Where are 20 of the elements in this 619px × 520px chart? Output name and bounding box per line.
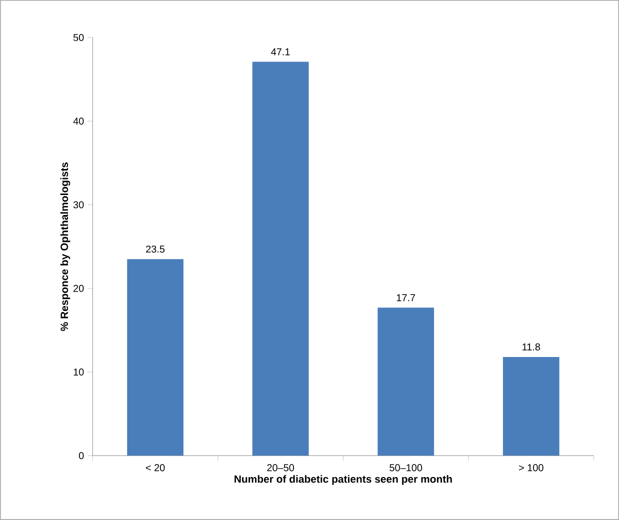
bar: [502, 357, 560, 456]
y-tick-label: 20: [74, 284, 84, 292]
bar: [378, 308, 434, 456]
y-tick-label: 40: [73, 118, 84, 125]
y-tick-label: 50: [73, 34, 84, 42]
x-axis-title: Number of diabetic patients seen per month: [234, 475, 452, 485]
y-tick-label: 10: [74, 368, 84, 376]
data-label: 23.5: [146, 246, 165, 253]
data-label: 17.7: [396, 294, 416, 302]
bar: [252, 62, 309, 456]
x-tick-label: 50–100: [390, 464, 422, 472]
y-axis-title: % Responce by Ophthalmologists: [60, 162, 70, 331]
bar: [127, 259, 184, 456]
x-tick-label: < 20: [146, 464, 165, 472]
y-tick-label: 0: [78, 452, 84, 460]
y-tick-label: 30: [73, 201, 84, 208]
x-tick-label: > 100: [519, 464, 544, 472]
data-label: 11.8: [522, 343, 540, 350]
data-label: 47.1: [271, 48, 290, 56]
x-tick-label: 20–50: [267, 464, 294, 472]
